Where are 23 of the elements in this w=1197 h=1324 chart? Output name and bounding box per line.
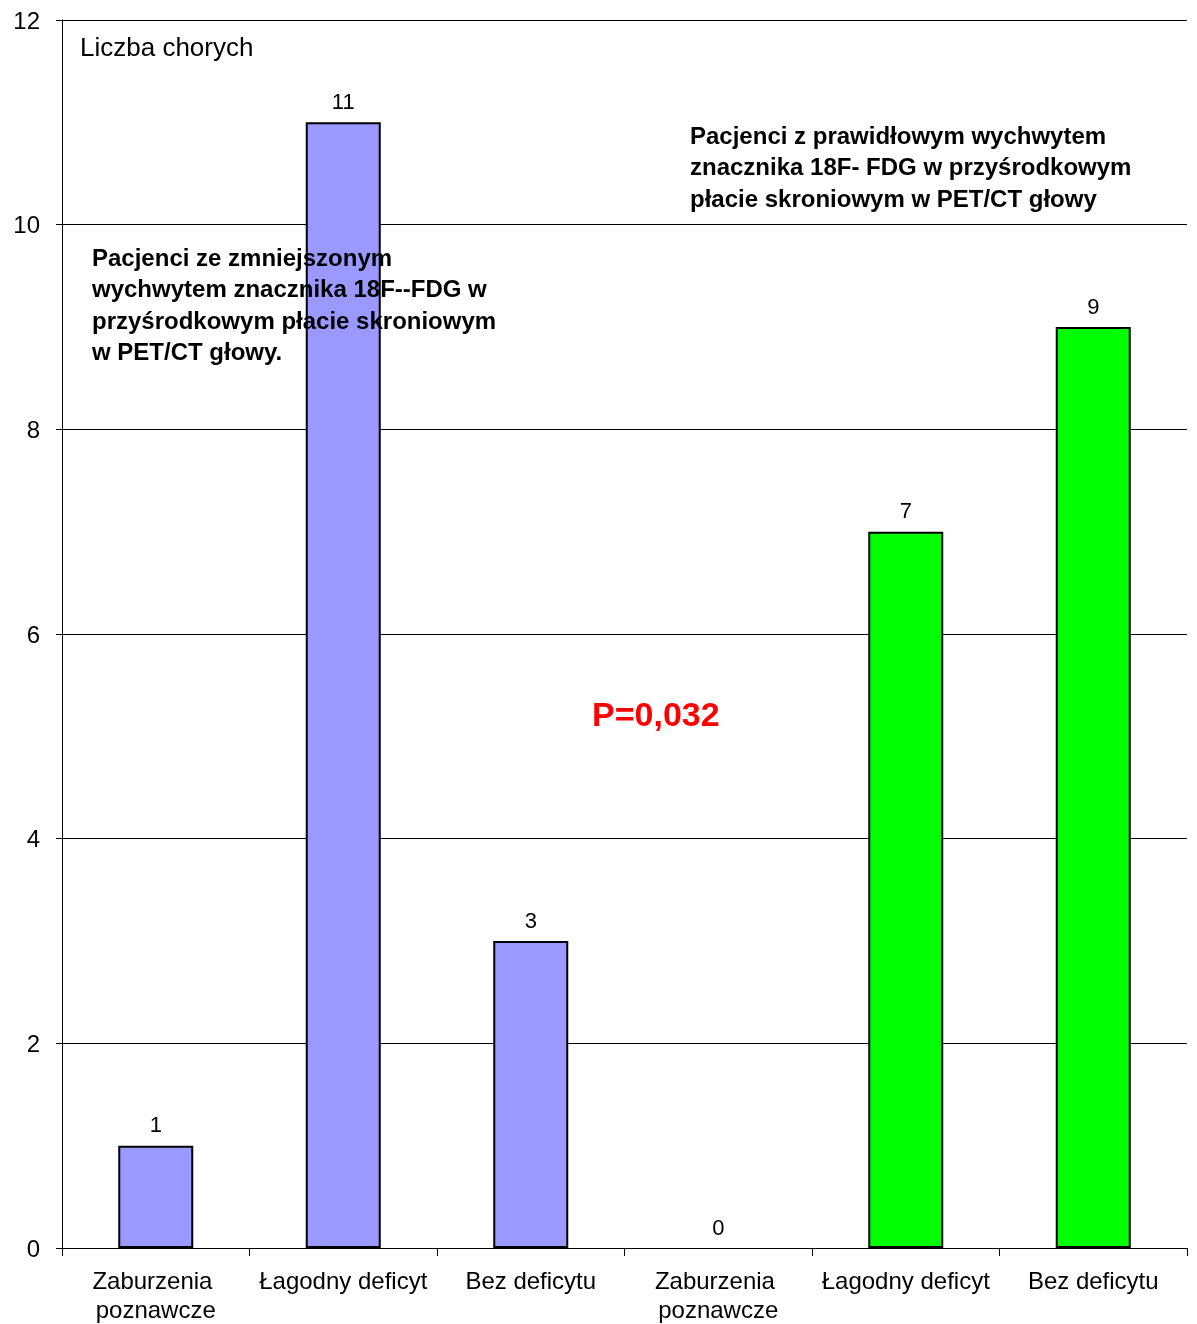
- y-tick-label: 2: [26, 1029, 40, 1057]
- y-axis-title: Liczba chorych: [80, 32, 254, 62]
- data-label: 3: [524, 907, 537, 933]
- data-label: 11: [331, 88, 355, 114]
- y-tick-label: 4: [26, 825, 40, 853]
- x-tick-label: Bez deficytu: [1027, 1267, 1159, 1294]
- x-tick-label: Zaburzenia poznawcze: [654, 1267, 782, 1323]
- bar: [118, 1145, 194, 1248]
- annotation: P=0,032: [592, 695, 720, 734]
- x-tick-label: Bez deficytu: [465, 1267, 597, 1294]
- y-tick-label: 10: [13, 211, 40, 239]
- y-tick-label: 6: [26, 620, 40, 648]
- data-label: 0: [712, 1214, 725, 1240]
- x-tick-label: Łagodny deficyt: [821, 1267, 991, 1294]
- x-tick-label: Zaburzenia poznawcze: [92, 1267, 220, 1323]
- y-tick-label: 8: [26, 415, 40, 443]
- y-tick-label: 12: [13, 6, 40, 34]
- data-label: 7: [899, 498, 912, 524]
- data-label: 9: [1087, 293, 1100, 319]
- data-label: 1: [149, 1112, 162, 1138]
- annotation: Pacjenci z prawidłowym wychwytem znacznika 18F- FDG w przyśrodkowym płacie skroniowym w PET/CT głowy: [690, 122, 1139, 212]
- y-tick-label: 0: [26, 1234, 40, 1262]
- x-tick-label: Łagodny deficyt: [259, 1267, 428, 1294]
